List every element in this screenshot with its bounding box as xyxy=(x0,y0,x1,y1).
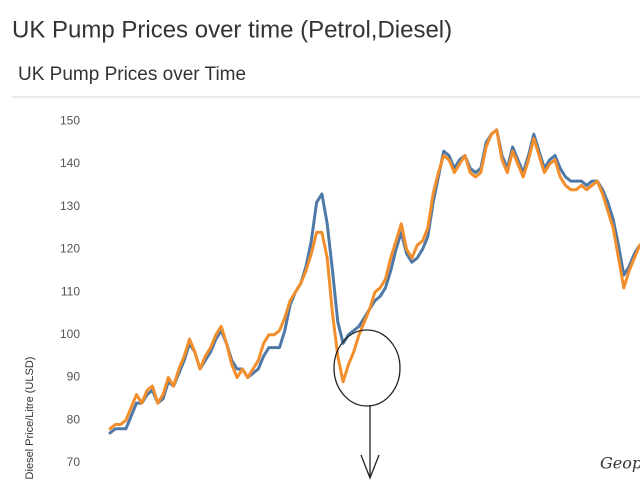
hand-circle xyxy=(333,329,401,407)
y-tick-label: 100 xyxy=(60,327,80,341)
annotation: Geop xyxy=(600,454,640,473)
y-tick-label: 150 xyxy=(60,114,80,128)
hand-arrow-head xyxy=(360,454,380,480)
y-tick-label: 130 xyxy=(60,199,80,213)
y-tick-label: 80 xyxy=(67,412,81,426)
y-tick-label: 110 xyxy=(61,284,80,298)
series-line xyxy=(108,128,640,431)
page-title: UK Pump Prices over time (Petrol,Diesel) xyxy=(12,16,452,43)
y-tick-label: 120 xyxy=(60,242,80,256)
y-axis-title: Diesel Price/Litre (ULSD) xyxy=(24,357,36,480)
chart-title: UK Pump Prices over Time xyxy=(18,64,246,85)
y-tick-label: 70 xyxy=(67,455,81,469)
y-tick-label: 140 xyxy=(60,156,80,170)
plot-area: 70 80 90 100 110 120 130 140 150 xyxy=(60,114,640,469)
y-tick-label: 90 xyxy=(67,370,81,384)
